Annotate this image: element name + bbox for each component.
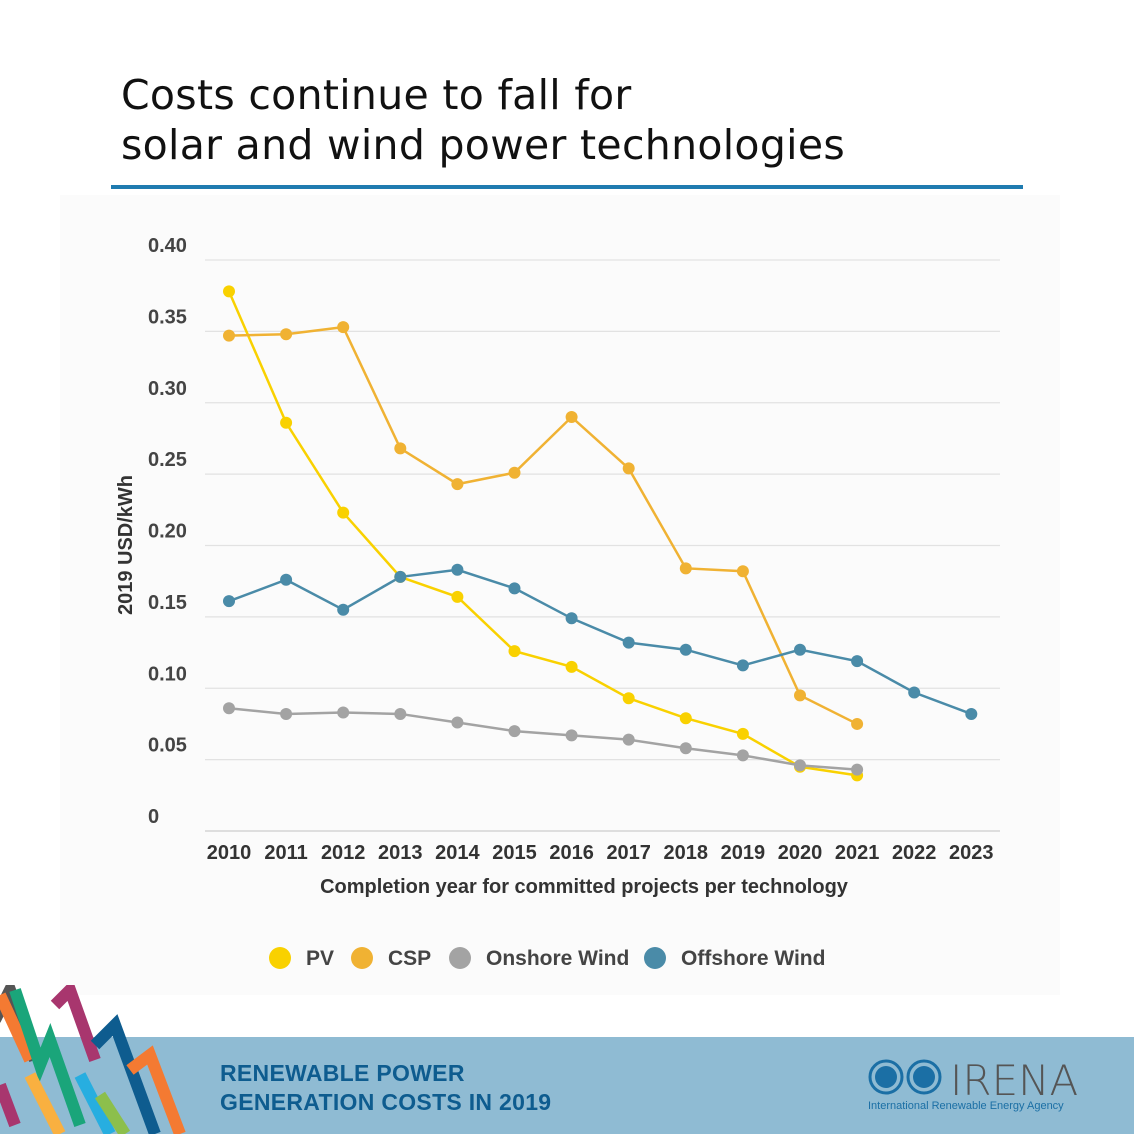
- irena-globe-logo-icon: [868, 1059, 942, 1095]
- data-point-offshore-wind: [280, 573, 293, 586]
- irena-subtitle: International Renewable Energy Agency: [868, 1100, 1064, 1112]
- data-point-offshore-wind: [736, 659, 749, 672]
- title-line-2: solar and wind power technologies: [121, 121, 846, 169]
- data-point-csp: [736, 565, 749, 578]
- series-line-pv: [227, 290, 858, 777]
- data-point-onshore-wind: [508, 725, 521, 738]
- data-point-pv: [508, 645, 521, 658]
- data-point-pv: [679, 712, 692, 725]
- data-point-csp: [394, 442, 407, 455]
- data-point-onshore-wind: [794, 759, 806, 772]
- data-point-onshore-wind: [280, 707, 293, 720]
- x-tick-label: 2020: [778, 842, 823, 864]
- series-line-csp: [228, 325, 858, 726]
- data-point-pv: [622, 692, 635, 705]
- x-axis-label: Completion year for committed projects p…: [320, 876, 849, 898]
- y-tick-label: 0.40: [148, 235, 187, 257]
- data-point-offshore-wind: [908, 686, 921, 699]
- data-point-pv: [736, 727, 749, 740]
- y-axis-label: 2019 USD/kWh: [115, 475, 137, 615]
- data-point-offshore-wind: [851, 655, 864, 668]
- footer-line-2: GENERATION COSTS IN 2019: [220, 1089, 552, 1115]
- y-tick-label: 0.10: [148, 663, 187, 685]
- legend-label-offshore-wind: Offshore Wind: [681, 947, 825, 970]
- data-point-csp: [337, 321, 350, 334]
- legend-label-pv: PV: [306, 947, 334, 970]
- x-tick-label: 2016: [549, 842, 594, 864]
- legend-label-onshore-wind: Onshore Wind: [486, 947, 629, 970]
- x-tick-label: 2018: [664, 842, 709, 864]
- x-tick-label: 2021: [835, 842, 880, 864]
- series-line-onshore-wind: [228, 706, 858, 771]
- data-point-offshore-wind: [337, 603, 350, 616]
- irena-wordmark: IRENA: [950, 1056, 1079, 1105]
- y-tick-label: 0.20: [148, 521, 187, 543]
- data-point-pv: [451, 590, 464, 603]
- data-point-csp: [508, 466, 521, 479]
- data-point-offshore-wind: [622, 636, 635, 649]
- x-tick-label: 2019: [721, 842, 766, 864]
- data-point-onshore-wind: [451, 716, 464, 729]
- data-point-offshore-wind: [679, 643, 692, 656]
- data-point-onshore-wind: [679, 742, 692, 755]
- data-point-pv: [337, 506, 350, 519]
- data-point-offshore-wind: [565, 612, 578, 625]
- data-point-csp: [851, 717, 864, 730]
- ribbon-graphic-icon: [0, 985, 186, 1134]
- x-tick-label: 2022: [892, 842, 937, 864]
- series-line-offshore-wind: [228, 568, 972, 716]
- data-point-pv: [565, 660, 578, 673]
- data-point-offshore-wind: [508, 582, 521, 595]
- y-tick-label: 0.05: [148, 735, 187, 757]
- x-tick-label: 2017: [606, 842, 651, 864]
- x-tick-label: 2014: [435, 842, 480, 864]
- footer-banner: [0, 1037, 1134, 1134]
- data-point-onshore-wind: [622, 733, 635, 746]
- y-tick-label: 0: [148, 806, 159, 828]
- legend-marker-offshore-wind: [644, 947, 666, 969]
- footer-publication-title: RENEWABLE POWER GENERATION COSTS IN 2019: [220, 1059, 551, 1117]
- footer-line-1: RENEWABLE POWER: [220, 1060, 465, 1086]
- data-point-offshore-wind: [794, 643, 806, 656]
- x-tick-label: 2023: [949, 842, 994, 864]
- data-point-pv: [223, 285, 235, 298]
- title-divider: [111, 185, 1023, 189]
- legend-label-csp: CSP: [388, 947, 431, 970]
- data-point-csp: [794, 689, 806, 702]
- chart-panel: [60, 195, 1060, 995]
- data-point-csp: [679, 562, 692, 575]
- data-point-onshore-wind: [223, 702, 235, 715]
- data-point-onshore-wind: [394, 707, 407, 720]
- data-point-csp: [280, 328, 293, 341]
- chart-title: Costs continue to fall for solar and win…: [121, 70, 845, 170]
- data-point-onshore-wind: [337, 706, 350, 719]
- y-tick-label: 0.30: [148, 378, 187, 400]
- data-point-offshore-wind: [223, 595, 235, 608]
- y-tick-label: 0.35: [148, 306, 187, 328]
- data-point-csp: [565, 411, 578, 424]
- data-point-onshore-wind: [736, 749, 749, 762]
- legend-marker-onshore-wind: [449, 947, 471, 969]
- data-point-csp: [622, 462, 635, 475]
- x-tick-label: 2010: [207, 842, 252, 864]
- title-line-1: Costs continue to fall for: [121, 71, 632, 119]
- data-point-onshore-wind: [851, 763, 864, 776]
- x-tick-label: 2015: [492, 842, 537, 864]
- data-point-pv: [280, 416, 293, 429]
- data-point-csp: [451, 478, 464, 491]
- data-point-offshore-wind: [451, 563, 464, 576]
- x-tick-label: 2012: [321, 842, 366, 864]
- y-tick-label: 0.15: [148, 592, 187, 614]
- data-point-onshore-wind: [565, 729, 578, 742]
- y-tick-label: 0.25: [148, 449, 187, 471]
- x-tick-label: 2013: [378, 842, 423, 864]
- legend-marker-csp: [351, 947, 373, 969]
- data-point-offshore-wind: [965, 707, 978, 720]
- data-point-offshore-wind: [394, 570, 407, 583]
- x-tick-label: 2011: [264, 842, 307, 864]
- legend-marker-pv: [269, 947, 291, 969]
- data-point-csp: [223, 329, 235, 342]
